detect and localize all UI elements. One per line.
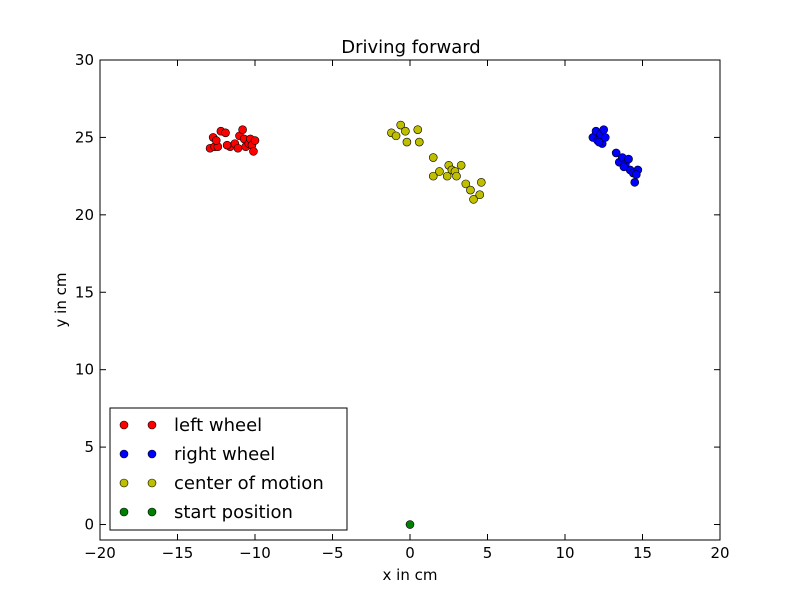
x-axis-label: x in cm bbox=[383, 566, 438, 584]
left-wheel-point bbox=[211, 136, 221, 145]
x-tick-label: 20 bbox=[710, 544, 729, 562]
right-wheel-point bbox=[594, 137, 604, 147]
legend-label-left-wheel: left wheel bbox=[174, 415, 262, 436]
center-of-motion-point bbox=[414, 137, 424, 147]
left-wheel-point bbox=[250, 136, 260, 145]
right-wheel-point bbox=[631, 170, 641, 179]
start-position-point bbox=[405, 520, 415, 529]
center-of-motion-point bbox=[475, 190, 485, 200]
y-tick-label: 5 bbox=[84, 438, 94, 456]
right-wheel-point bbox=[599, 125, 609, 134]
legend-marker-start-position bbox=[147, 507, 157, 517]
center-of-motion-point bbox=[428, 171, 438, 181]
left-wheel-point bbox=[238, 125, 247, 134]
right-wheel-point bbox=[600, 133, 610, 142]
y-tick-label: 15 bbox=[75, 283, 94, 301]
y-tick-label: 0 bbox=[84, 516, 94, 534]
x-tick-label: 15 bbox=[633, 544, 652, 562]
center-of-motion-point bbox=[469, 195, 478, 204]
y-tick-label: 10 bbox=[75, 361, 94, 379]
left-wheel-point bbox=[249, 147, 258, 156]
center-of-motion-point bbox=[442, 171, 452, 181]
center-of-motion-point bbox=[413, 125, 423, 134]
left-wheel-point bbox=[222, 140, 232, 150]
legend-marker-right-wheel bbox=[119, 449, 129, 459]
legend-marker-start-position bbox=[119, 507, 129, 517]
center-of-motion-point bbox=[476, 178, 486, 187]
legend-marker-center-of-motion bbox=[147, 478, 157, 488]
legend-marker-left-wheel bbox=[119, 420, 129, 430]
center-of-motion-point bbox=[396, 120, 406, 130]
center-of-motion-point bbox=[466, 185, 475, 195]
center-of-motion-point bbox=[428, 153, 438, 162]
center-of-motion-point bbox=[452, 171, 461, 181]
left-wheel-point bbox=[233, 143, 243, 153]
center-of-motion-point bbox=[461, 179, 471, 189]
left-wheel-point bbox=[221, 128, 230, 138]
y-tick-label: 25 bbox=[75, 128, 94, 146]
axis-tick-labels: −20 −15 −10 −5 0 5 10 15 20 0 5 10 15 20 25 30 bbox=[75, 51, 730, 562]
right-wheel-point bbox=[624, 154, 633, 164]
x-tick-label: −10 bbox=[239, 544, 271, 562]
legend-marker-left-wheel bbox=[147, 420, 157, 430]
legend-label-center-of-motion: center of motion bbox=[174, 473, 324, 494]
x-tick-label: −5 bbox=[321, 544, 343, 562]
x-tick-label: −15 bbox=[162, 544, 194, 562]
right-wheel-point bbox=[611, 148, 621, 158]
center-of-motion-point bbox=[391, 131, 401, 141]
data-points bbox=[205, 120, 643, 529]
y-tick-label: 30 bbox=[75, 51, 94, 69]
legend-label-right-wheel: right wheel bbox=[174, 444, 275, 465]
chart-title: Driving forward bbox=[341, 37, 480, 58]
center-of-motion-point bbox=[401, 126, 410, 136]
x-tick-label: −20 bbox=[84, 544, 116, 562]
right-wheel-point bbox=[619, 162, 629, 172]
right-wheel-point bbox=[630, 178, 640, 187]
x-tick-label: 5 bbox=[483, 544, 493, 562]
y-axis-label: y in cm bbox=[52, 273, 70, 328]
y-tick-label: 20 bbox=[75, 206, 94, 224]
legend-marker-center-of-motion bbox=[119, 478, 129, 488]
x-tick-label: 0 bbox=[405, 544, 415, 562]
center-of-motion-point bbox=[456, 160, 466, 170]
legend-marker-right-wheel bbox=[147, 449, 157, 459]
center-of-motion-point bbox=[435, 167, 444, 176]
axis-ticks bbox=[99, 59, 721, 540]
legend-label-start-position: start position bbox=[174, 502, 293, 523]
x-tick-label: 10 bbox=[555, 544, 574, 562]
legend: left wheel right wheel center of motion sta… bbox=[109, 407, 348, 531]
center-of-motion-point bbox=[402, 137, 412, 147]
